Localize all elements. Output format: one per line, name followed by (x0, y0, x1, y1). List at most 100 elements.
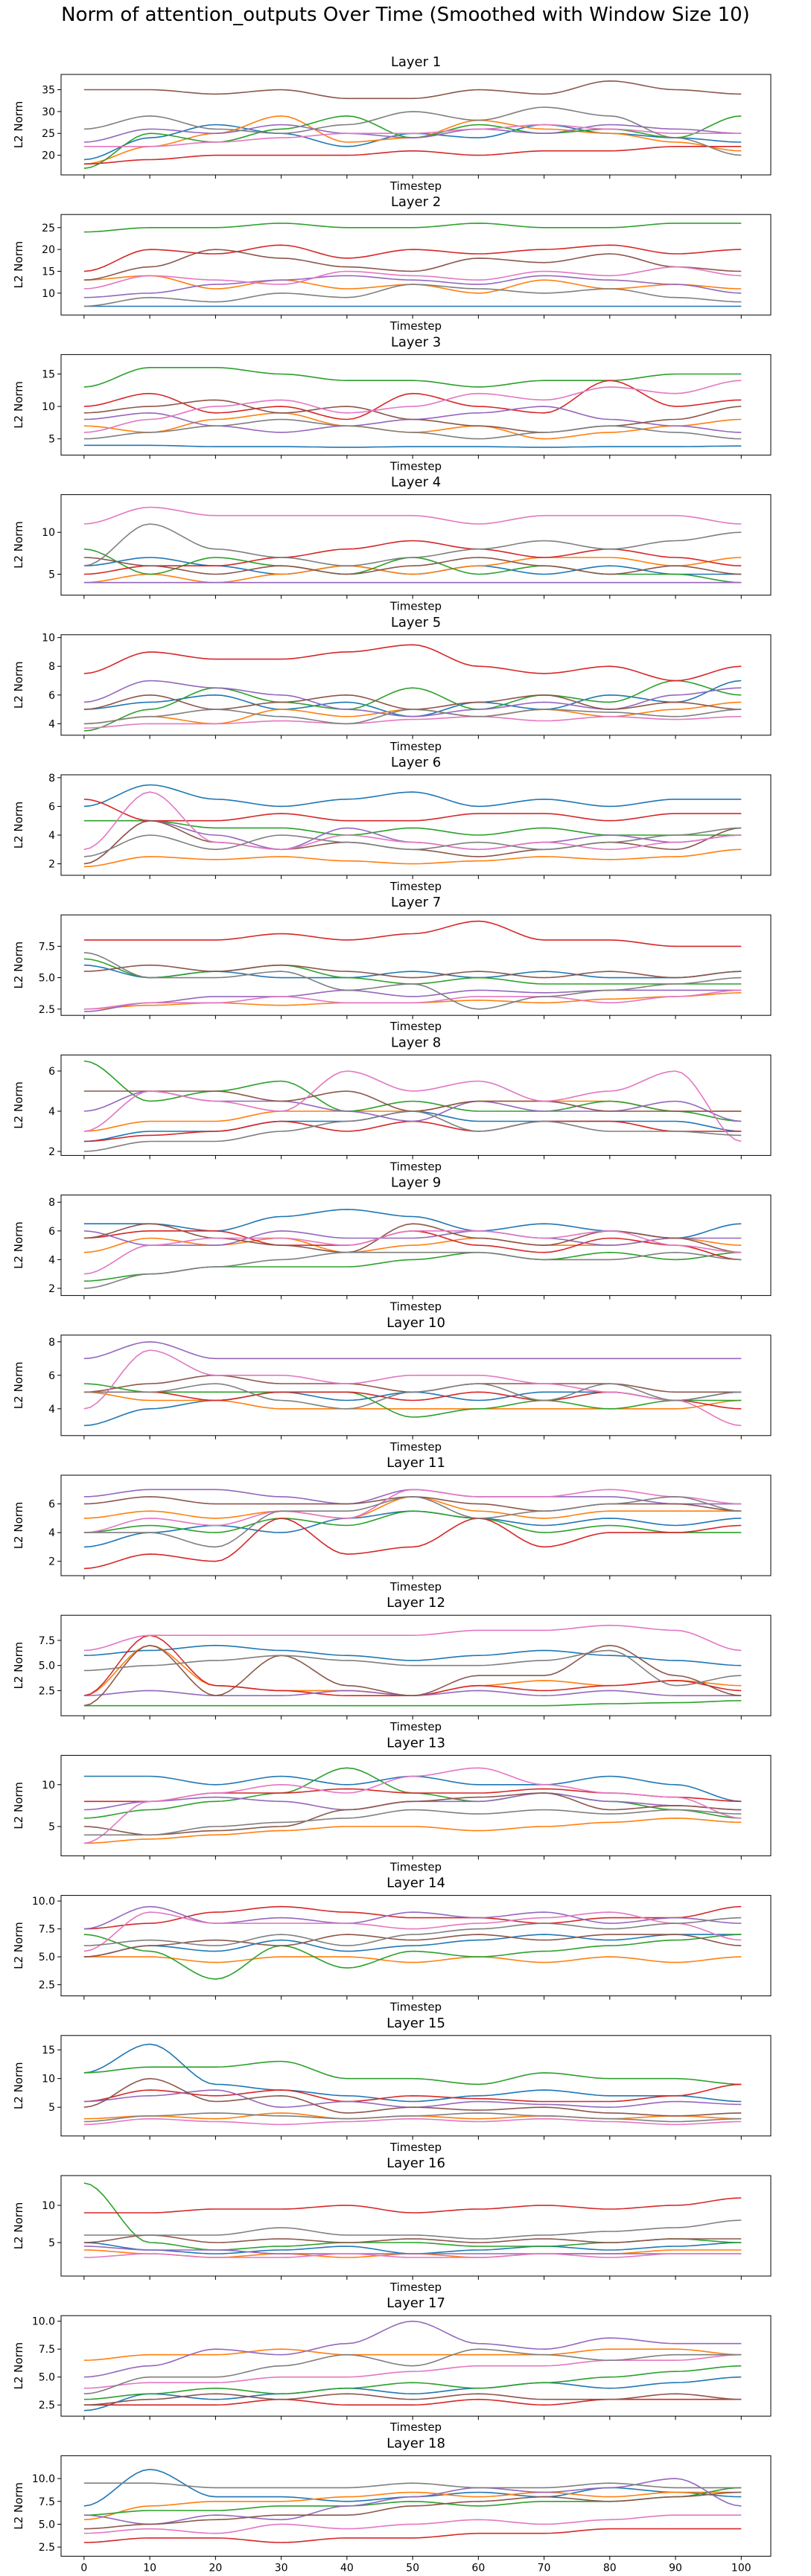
y-tick-label: 10 (42, 2074, 55, 2086)
y-tick-label: 10.0 (32, 2473, 55, 2485)
series-line-7 (83, 1624, 742, 1652)
y-tick-label: 7.5 (39, 941, 55, 953)
series-line-8 (83, 523, 742, 567)
series-line-5 (83, 989, 742, 1012)
y-tick-label: 6 (48, 1499, 55, 1511)
y-tick-label: 15 (42, 369, 55, 381)
series-line-8 (83, 827, 742, 857)
series-line-3 (83, 819, 742, 836)
series-line-4 (83, 799, 742, 822)
y-tick-label: 4 (48, 1106, 55, 1118)
x-tick-label: 70 (538, 2562, 551, 2574)
y-tick-label: 5.0 (39, 2519, 55, 2531)
y-tick-label: 6 (48, 1370, 55, 1382)
axes-frame (60, 354, 772, 456)
series-line-6 (83, 964, 742, 979)
x-axis-label: Timestep (389, 319, 442, 333)
series-line-6 (83, 557, 742, 575)
y-tick-label: 10.0 (32, 1896, 55, 1908)
series-line-3 (83, 115, 742, 169)
axes-frame (60, 494, 772, 596)
chart-panel-11: Layer 11 L2 Norm Timestep 2 4 6 (12, 1455, 772, 1594)
x-tick-label: 40 (340, 2562, 354, 2574)
series-line-8 (83, 1496, 742, 1548)
y-tick-label: 5 (48, 569, 55, 581)
series-line-4 (83, 380, 742, 421)
y-tick-label: 6 (48, 1066, 55, 1078)
series-line-2 (83, 848, 742, 868)
figure-title: Norm of attention_outputs Over Time (Smo… (61, 4, 750, 26)
x-tick-label: 20 (209, 2562, 222, 2574)
chart-panel-6: Layer 6 L2 Norm Timestep 2 4 6 8 (12, 755, 772, 893)
axes-frame (60, 1195, 772, 1297)
y-tick-label: 5.0 (39, 1661, 55, 1672)
panel-title: Layer 14 (387, 1876, 445, 1891)
y-axis-label: L2 Norm (12, 1362, 25, 1410)
y-tick-label: 7.5 (39, 2496, 55, 2508)
panel-title: Layer 2 (391, 194, 441, 210)
y-tick-label: 10.0 (32, 2316, 55, 2328)
chart-panel-2: Layer 2 L2 Norm Timestep 10 15 20 25 (12, 194, 772, 333)
series-line-8 (83, 1110, 742, 1152)
y-tick-label: 5.0 (39, 973, 55, 985)
chart-panel-9: Layer 9 L2 Norm Timestep 2 4 6 8 (12, 1175, 772, 1314)
y-axis-label: L2 Norm (12, 942, 25, 989)
panel-title: Layer 12 (387, 1595, 445, 1611)
series-line-7 (83, 2353, 742, 2389)
chart-panel-14: Layer 14 L2 Norm Timestep 2.5 5.0 7.5 10.0 (12, 1876, 772, 2014)
panel-title: Layer 6 (391, 755, 441, 770)
x-axis-label: Timestep (389, 1160, 442, 1173)
y-tick-label: 10 (42, 633, 55, 645)
series-line-2 (83, 1817, 742, 1844)
series-line-4 (83, 920, 742, 947)
series-line-4 (83, 1518, 742, 1570)
axes-frame (60, 214, 772, 316)
chart-panel-8: Layer 8 L2 Norm Timestep 2 4 6 (12, 1035, 772, 1173)
series-line-6 (83, 1792, 742, 1836)
y-axis-label: L2 Norm (12, 1922, 25, 1969)
series-line-3 (83, 367, 742, 388)
axes-frame (60, 1895, 772, 1997)
series-line-2 (83, 1391, 742, 1410)
y-tick-label: 5.0 (39, 1952, 55, 1963)
series-line-8 (83, 284, 742, 307)
panel-title: Layer 5 (391, 615, 441, 630)
y-axis-label: L2 Norm (12, 2062, 25, 2110)
y-axis-label: L2 Norm (12, 241, 25, 289)
panel-title: Layer 16 (387, 2155, 445, 2171)
y-tick-label: 2.5 (39, 1004, 55, 1016)
panel-title: Layer 4 (391, 475, 441, 490)
series-line-3 (83, 1510, 742, 1533)
chart-panel-13: Layer 13 L2 Norm Timestep 5 10 (12, 1735, 772, 1873)
y-tick-label: 2 (48, 1146, 55, 1158)
y-tick-label: 35 (42, 85, 55, 97)
x-axis-label: Timestep (389, 2001, 442, 2014)
y-axis-label: L2 Norm (12, 1081, 25, 1129)
y-tick-label: 2 (48, 1283, 55, 1295)
y-tick-label: 5.0 (39, 2372, 55, 2384)
series-line-8 (83, 1649, 742, 1687)
chart-panel-16: Layer 16 L2 Norm Timestep 5 10 (12, 2155, 772, 2294)
panel-title: Layer 15 (387, 2016, 445, 2031)
chart-panel-18: Layer 18 L2 Norm Timestep 2.5 5.0 7.5 10.0 0 10 2… (12, 2435, 772, 2576)
panel-title: Layer 7 (391, 895, 441, 910)
series-line-7 (83, 266, 742, 290)
series-line-6 (83, 2234, 742, 2243)
series-line-5 (83, 1690, 742, 1697)
y-axis-label: L2 Norm (12, 2482, 25, 2530)
chart-panel-4: Layer 4 L2 Norm Timestep 5 10 (12, 475, 772, 613)
series-line-7 (83, 124, 742, 147)
y-tick-label: 6 (48, 690, 55, 702)
series-line-1 (83, 2376, 742, 2412)
x-tick-label: 50 (406, 2562, 419, 2574)
series-line-1 (83, 2468, 742, 2507)
series-line-1 (83, 784, 742, 808)
series-line-3 (83, 1700, 742, 1707)
series-line-8 (83, 709, 742, 725)
y-tick-label: 10 (42, 401, 55, 413)
series-line-1 (83, 444, 742, 448)
y-tick-label: 10 (42, 288, 55, 300)
y-tick-label: 5 (48, 434, 55, 446)
series-line-8 (83, 1809, 742, 1836)
x-axis-label: Timestep (389, 2420, 442, 2434)
